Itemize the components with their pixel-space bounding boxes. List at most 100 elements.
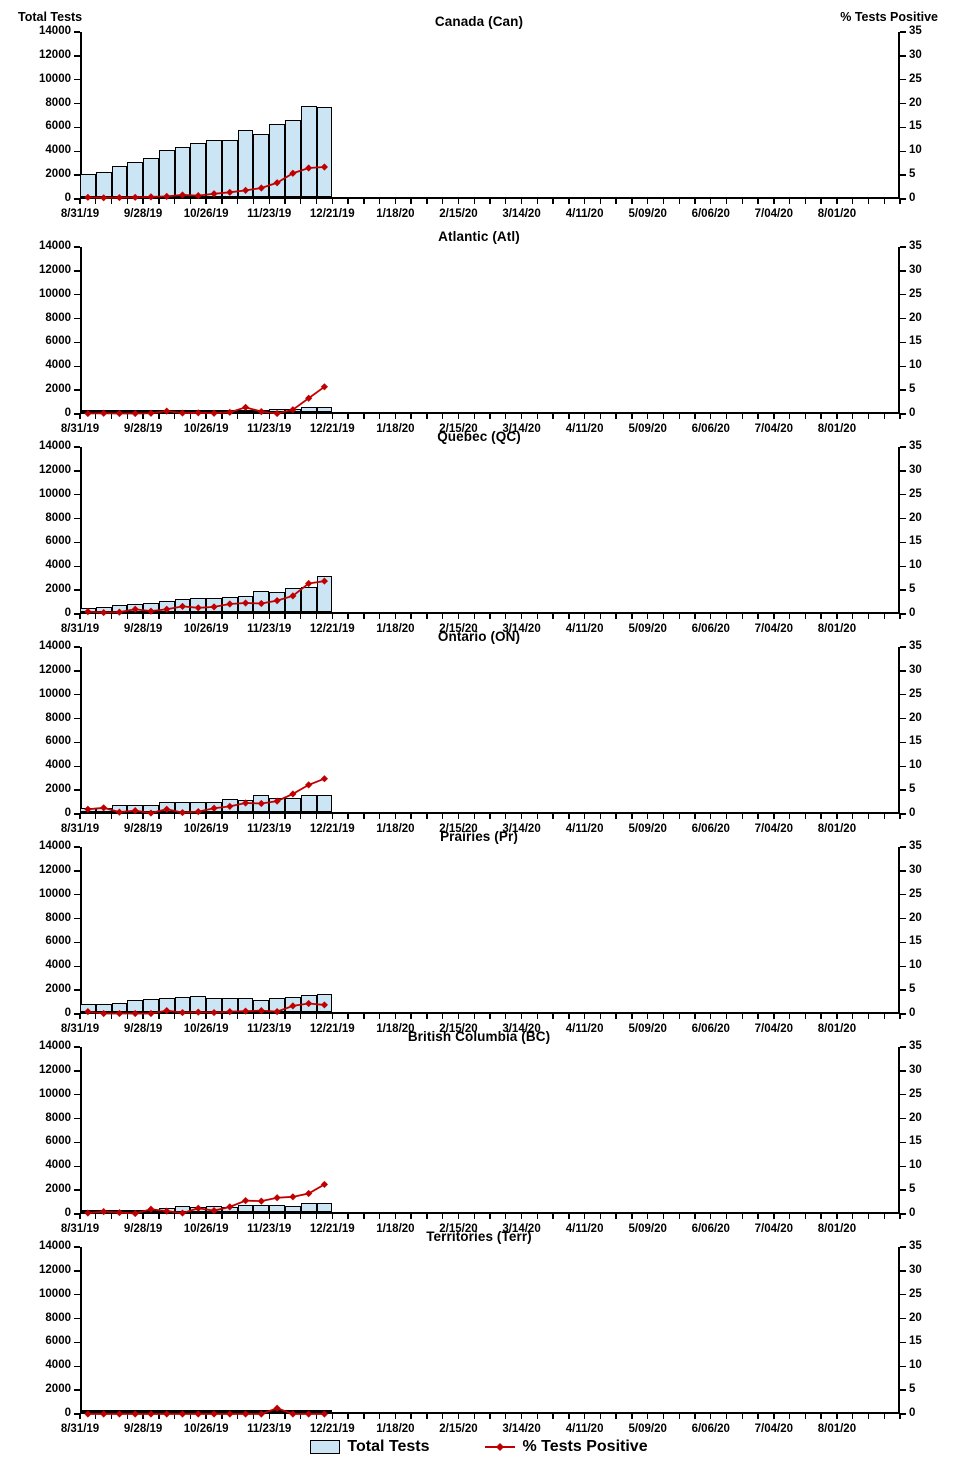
x-tick: [126, 413, 128, 419]
left-y-tick-label: 4000: [45, 144, 71, 157]
left-y-tick: [74, 541, 80, 544]
x-tick: [678, 1013, 680, 1019]
x-tick-label: 3/14/20: [502, 823, 541, 835]
x-tick: [867, 413, 870, 419]
right-y-tick-label: 25: [909, 687, 922, 700]
x-tick: [363, 198, 365, 204]
bar: [269, 1205, 285, 1213]
x-tick: [536, 1013, 538, 1019]
left-y-tick-label: 8000: [45, 911, 71, 924]
right-y-tick-label: 35: [909, 1240, 922, 1252]
x-tick-label: 10/26/19: [183, 208, 229, 220]
x-tick: [851, 1213, 854, 1219]
left-y-tick-label: 6000: [45, 335, 71, 348]
left-y-tick-label: 12000: [39, 863, 71, 876]
right-y-tick-label: 20: [909, 96, 922, 109]
bar: [253, 1205, 270, 1213]
x-tick: [300, 813, 302, 819]
x-tick: [725, 613, 728, 619]
x-tick: [173, 1413, 176, 1419]
x-tick: [378, 1213, 381, 1219]
chart-panel-territories-terr: Territories (Terr) 0 2000 4000 6000 8000 10000…: [0, 1215, 958, 1435]
x-tick: [189, 1013, 192, 1019]
x-tick: [441, 1213, 444, 1219]
left-y-tick: [74, 126, 80, 129]
x-tick: [252, 198, 255, 204]
x-tick: [410, 813, 412, 819]
right-y-tick: [900, 613, 906, 615]
x-tick: [773, 813, 775, 819]
x-tick: [331, 813, 333, 819]
x-tick-label: 8/31/19: [60, 1023, 100, 1035]
data-point-marker: [241, 403, 250, 411]
x-tick-label: 2/15/20: [439, 623, 478, 635]
left-y-tick-label: 6000: [45, 735, 71, 748]
x-tick: [899, 1413, 901, 1419]
chart-panel-ontario-on: Ontario (ON) 0 2000 4000 6000 8000 10000 12000 1…: [0, 615, 958, 835]
x-tick: [710, 1413, 712, 1419]
x-tick: [631, 1013, 633, 1019]
bar: [300, 1202, 317, 1213]
left-y-tick: [74, 1141, 80, 1144]
x-tick-label: 7/04/20: [754, 1423, 794, 1435]
x-tick: [394, 413, 397, 419]
legend-item-total-tests: Total Tests: [310, 1438, 430, 1456]
x-tick: [646, 1213, 649, 1219]
x-tick: [378, 813, 381, 819]
right-y-tick: [900, 870, 906, 872]
left-y-tick-label: 0: [64, 807, 71, 819]
left-y-tick-label: 12000: [39, 1063, 71, 1076]
x-tick: [583, 1213, 586, 1219]
left-y-tick: [74, 365, 80, 367]
x-tick: [110, 1013, 113, 1019]
x-tick: [757, 198, 759, 204]
x-tick: [331, 1013, 333, 1019]
x-tick: [505, 1413, 507, 1419]
x-tick: [205, 813, 207, 819]
x-tick: [95, 613, 97, 619]
data-point-marker: [194, 604, 202, 612]
data-point-marker: [115, 1208, 124, 1217]
x-tick: [110, 413, 113, 419]
x-tick: [694, 1013, 696, 1019]
bar: [300, 795, 317, 813]
left-y-tick-label: 8000: [45, 711, 71, 724]
right-y-axis-line: [898, 847, 900, 1014]
data-point-marker: [226, 600, 234, 608]
x-tick: [221, 1013, 223, 1019]
right-y-tick: [900, 31, 906, 33]
x-tick: [788, 613, 791, 619]
data-point-marker: [320, 163, 329, 171]
x-tick-label: 8/01/20: [817, 423, 857, 435]
left-y-tick: [74, 79, 80, 81]
x-tick: [363, 613, 365, 619]
x-tick: [284, 1013, 286, 1019]
left-y-tick: [74, 494, 80, 496]
x-tick-label: 9/28/19: [123, 423, 163, 435]
x-tick: [899, 198, 901, 204]
x-tick: [331, 198, 333, 204]
x-tick: [79, 613, 81, 619]
bar-swatch-icon: [310, 1440, 341, 1454]
data-point-marker: [147, 193, 155, 201]
data-point-marker: [257, 184, 265, 192]
x-tick: [473, 198, 475, 204]
x-tick: [867, 1013, 870, 1019]
plot-area: 0 2000 4000 6000 8000 10000 12000 14000 0 5 10 15 20…: [39, 1040, 922, 1235]
data-point-marker: [273, 1404, 281, 1412]
right-y-tick-label: 0: [909, 1007, 916, 1019]
data-point-marker: [320, 1001, 329, 1009]
right-y-tick: [900, 1013, 906, 1015]
left-y-tick-label: 10000: [39, 72, 71, 85]
x-tick: [757, 813, 759, 819]
x-tick: [300, 413, 302, 419]
x-tick: [788, 198, 791, 204]
left-y-tick: [74, 1413, 80, 1415]
left-y-tick: [74, 813, 80, 815]
x-tick: [836, 1413, 838, 1419]
right-y-tick-label: 0: [909, 807, 916, 819]
left-y-tick-label: 12000: [39, 463, 71, 476]
x-tick: [583, 198, 586, 204]
right-y-axis-line: [898, 247, 900, 414]
